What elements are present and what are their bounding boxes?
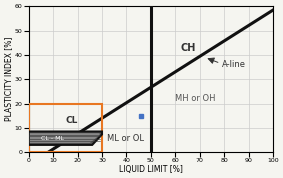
Text: CL: CL bbox=[65, 116, 78, 125]
Y-axis label: PLASTICITY INDEX [%]: PLASTICITY INDEX [%] bbox=[4, 37, 13, 121]
Text: A-line: A-line bbox=[222, 60, 246, 69]
Polygon shape bbox=[29, 132, 102, 145]
Text: MH or OH: MH or OH bbox=[175, 94, 216, 103]
X-axis label: LIQUID LIMIT [%]: LIQUID LIMIT [%] bbox=[119, 165, 183, 174]
Bar bbox=[29, 104, 102, 152]
Text: ML or OL: ML or OL bbox=[107, 134, 144, 143]
Text: CL - ML: CL - ML bbox=[41, 136, 64, 141]
Text: CH: CH bbox=[180, 43, 196, 53]
Polygon shape bbox=[30, 133, 100, 143]
